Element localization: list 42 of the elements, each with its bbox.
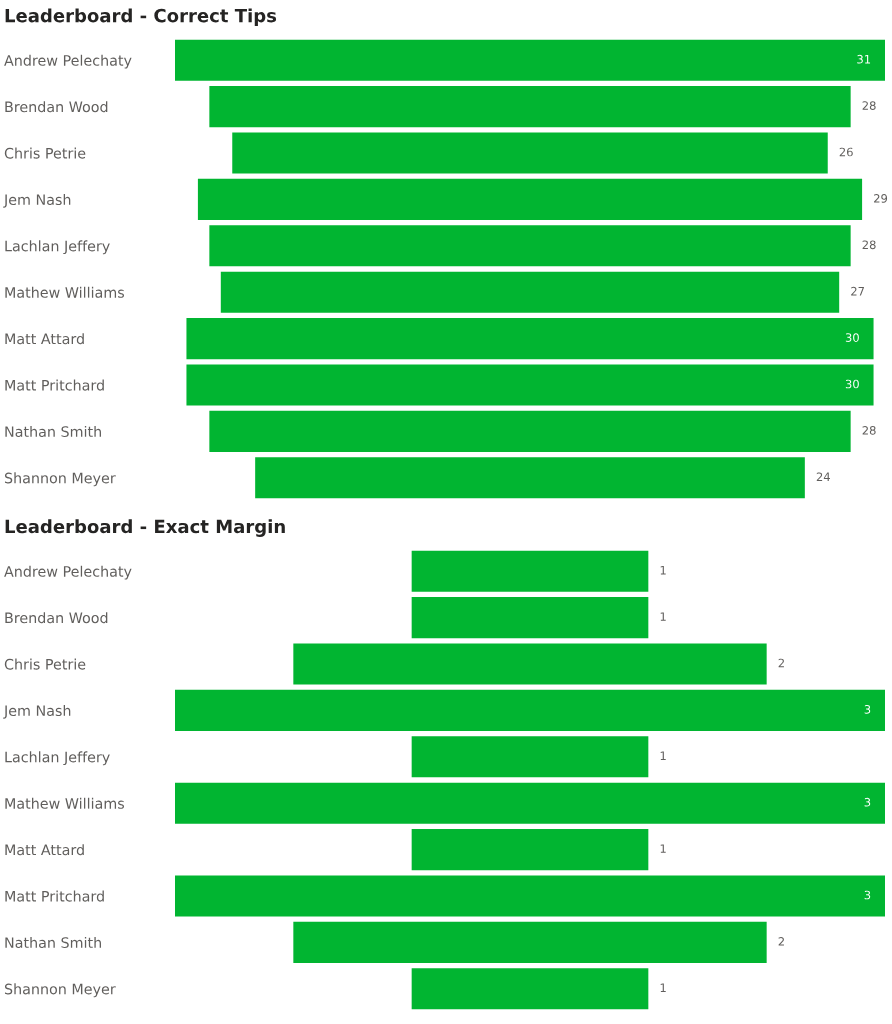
data-label: 1 [660, 844, 666, 853]
data-label: 24 [816, 472, 830, 481]
category-label: Shannon Meyer [4, 472, 116, 487]
data-label: 1 [660, 612, 666, 621]
category-label: Mathew Williams [5, 797, 125, 809]
data-label: 30 [845, 333, 859, 342]
category-label: Brendan Wood [5, 612, 108, 624]
data-label: 1 [660, 751, 666, 760]
category-label: Matt Attard [5, 333, 84, 345]
data-label: 28 [862, 240, 876, 250]
category-label: Lachlan Jeffery [5, 240, 110, 255]
data-label: 29 [874, 194, 888, 203]
category-label: Brendan Wood [5, 101, 108, 113]
data-label: 1 [660, 983, 666, 992]
data-label: 3 [864, 705, 871, 714]
data-label: 27 [851, 286, 864, 296]
data-label: 3 [864, 890, 871, 900]
text: Leaderboard - Exact Margin [5, 519, 285, 537]
data-label: 31 [857, 54, 871, 64]
data-label: 26 [839, 147, 853, 157]
category-label: Jem Nash [3, 193, 71, 208]
category-label: Matt Attard [5, 844, 84, 856]
category-label: Chris Petrie [4, 147, 86, 159]
category-label: Jem Nash [3, 704, 71, 719]
category-label: Shannon Meyer [4, 983, 116, 998]
category-label: Matt Pritchard [5, 890, 104, 902]
data-label: 28 [862, 101, 876, 110]
category-label: Mathew Williams [5, 286, 125, 298]
category-label: Chris Petrie [4, 658, 86, 670]
data-label: 1 [660, 565, 666, 575]
category-label: Nathan Smith [5, 936, 101, 949]
category-label: Matt Pritchard [5, 379, 104, 391]
data-label: 28 [862, 426, 876, 435]
category-label: Andrew Pelechaty [4, 54, 132, 69]
data-label: 30 [845, 379, 859, 389]
data-label: 3 [864, 797, 871, 807]
data-label: 2 [778, 658, 784, 668]
category-label: Lachlan Jeffery [5, 751, 110, 766]
category-label: Nathan Smith [5, 425, 101, 438]
category-label: Andrew Pelechaty [4, 565, 132, 580]
text: Leaderboard - Correct Tips [5, 8, 277, 26]
data-label: 2 [778, 937, 784, 946]
